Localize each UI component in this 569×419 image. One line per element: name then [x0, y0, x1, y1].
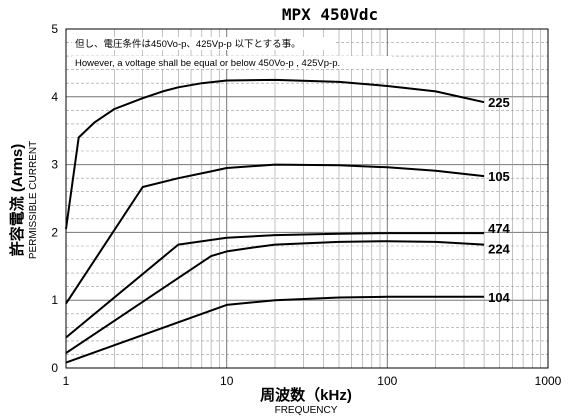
y-tick-label: 2 — [51, 225, 58, 239]
y-tick-label: 1 — [51, 293, 58, 307]
y-axis-label-en: PERMISSIBLE CURRENT — [28, 141, 39, 259]
y-axis-label: 許容電流 (Arms) — [8, 144, 26, 257]
series-line-225 — [65, 78, 485, 230]
series-label-104: 104 — [488, 290, 510, 305]
series-line-104 — [65, 295, 485, 364]
y-tick-label: 5 — [51, 22, 58, 36]
x-tick-label: 1000 — [535, 374, 562, 388]
x-tick-label: 1 — [63, 374, 70, 388]
series-label-225: 225 — [488, 95, 510, 110]
y-tick-label: 0 — [51, 361, 58, 375]
series-label-474: 474 — [488, 221, 510, 236]
annotation-background-jp — [72, 37, 334, 50]
series-label-224: 224 — [488, 242, 510, 257]
series-line-474 — [65, 232, 485, 339]
series-label-105: 105 — [488, 169, 510, 184]
grid — [66, 28, 548, 369]
x-axis-label-en: FREQUENCY — [275, 405, 338, 416]
y-tick-label: 4 — [51, 90, 58, 104]
y-tick-label: 3 — [51, 158, 58, 172]
series-line-105 — [65, 163, 485, 305]
series-lines — [65, 78, 485, 364]
plot-frame — [65, 28, 549, 369]
chart-title: MPX 450Vdc — [282, 5, 378, 24]
y-tick-labels: 0 1 2 3 4 5 — [51, 22, 58, 375]
annotation-background-en — [72, 56, 392, 69]
x-tick-label: 100 — [377, 374, 397, 388]
series-line-224 — [65, 240, 485, 354]
annotation-english: However, a voltage shall be equal or bel… — [75, 58, 340, 69]
annotation-japanese: 但し、電圧条件は450Vo-p、425Vp-p 以下とする事。 — [75, 38, 301, 50]
x-tick-labels: 1 10 100 1000 — [63, 374, 562, 388]
x-axis-label: 周波数（kHz) — [260, 386, 352, 404]
series-labels: 225 105 474 224 104 — [488, 95, 510, 305]
x-tick-label: 10 — [220, 374, 234, 388]
